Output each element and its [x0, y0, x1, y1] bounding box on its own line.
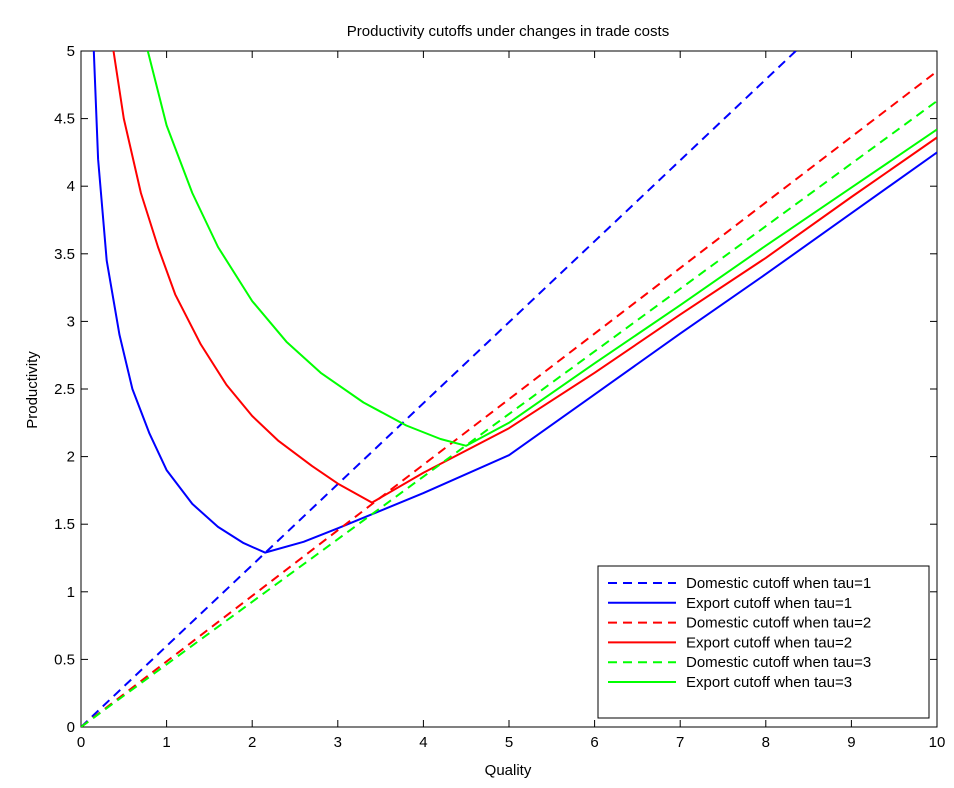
- x-tick-label: 7: [676, 734, 684, 751]
- legend-label-5: Domestic cutoff when tau=3: [686, 654, 871, 671]
- series-group: [81, 51, 937, 727]
- legend-label-4: Export cutoff when tau=2: [686, 634, 852, 651]
- y-tick-label: 2: [67, 449, 75, 466]
- x-tick-label: 9: [847, 734, 855, 751]
- y-tick-label: 4: [67, 178, 75, 195]
- legend-label-1: Domestic cutoff when tau=1: [686, 575, 871, 592]
- x-tick-label: 8: [762, 734, 770, 751]
- y-tick-label: 5: [67, 43, 75, 60]
- x-tick-label: 3: [334, 734, 342, 751]
- y-tick-label: 0: [67, 719, 75, 736]
- x-tick-label: 5: [505, 734, 513, 751]
- x-tick-label: 4: [419, 734, 427, 751]
- x-tick-label: 6: [590, 734, 598, 751]
- series-line-4: [112, 51, 937, 504]
- y-tick-label: 0.5: [54, 651, 75, 668]
- y-tick-label: 1: [67, 584, 75, 601]
- y-tick-label: 3.5: [54, 246, 75, 263]
- legend-label-6: Export cutoff when tau=3: [686, 674, 852, 691]
- legend-label-2: Export cutoff when tau=1: [686, 595, 852, 612]
- x-tick-label: 0: [77, 734, 85, 751]
- legend-box: [597, 565, 930, 719]
- legend: Domestic cutoff when tau=1 Export cutoff …: [597, 565, 930, 719]
- y-tick-label: 4.5: [54, 111, 75, 128]
- series-line-2: [92, 51, 937, 554]
- x-axis-label: Quality: [485, 762, 532, 779]
- x-tick-label: 2: [248, 734, 256, 751]
- x-tick-label: 1: [162, 734, 170, 751]
- y-tick-label: 2.5: [54, 381, 75, 398]
- plot-area: 0 1 2 3 4 5 6 7 8 9 10 0 0.5 1 1.5 2 2.5 3 3.5 4 4.5 5: [54, 43, 945, 751]
- series-line-6: [146, 51, 937, 447]
- y-axis-label: Productivity: [24, 351, 41, 429]
- legend-label-3: Domestic cutoff when tau=2: [686, 615, 871, 632]
- chart-title: Productivity cutoffs under changes in tr…: [347, 23, 669, 40]
- x-tick-label: 10: [929, 734, 946, 751]
- series-line-5: [81, 100, 937, 727]
- y-tick-label: 1.5: [54, 516, 75, 533]
- y-tick-label: 3: [67, 313, 75, 330]
